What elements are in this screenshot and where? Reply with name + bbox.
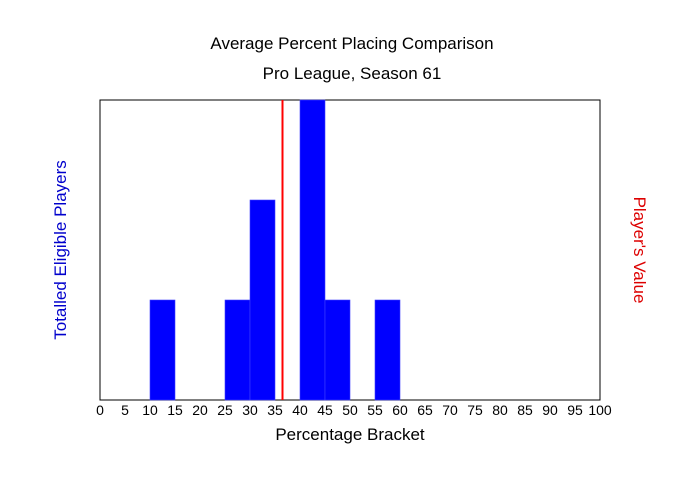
y-axis-label: Totalled Eligible Players	[51, 160, 70, 340]
histogram-bar	[324, 299, 351, 401]
x-tick-label: 80	[492, 402, 508, 418]
x-tick-label: 40	[292, 402, 308, 418]
chart-title: Average Percent Placing Comparison	[210, 34, 493, 53]
y2-axis-label: Player's Value	[630, 197, 649, 304]
x-tick-label: 25	[217, 402, 233, 418]
histogram-bar	[299, 99, 326, 401]
x-axis-label: Percentage Bracket	[275, 425, 425, 444]
histogram-bar	[249, 199, 276, 401]
x-tick-label: 55	[367, 402, 383, 418]
x-tick-label: 10	[142, 402, 158, 418]
histogram-bar	[224, 299, 251, 401]
x-tick-label: 0	[96, 402, 104, 418]
histogram-bar	[149, 299, 176, 401]
histogram-bar	[374, 299, 401, 401]
x-tick-label: 75	[467, 402, 483, 418]
x-tick-label: 95	[567, 402, 583, 418]
x-tick-label: 50	[342, 402, 358, 418]
chart-subtitle: Pro League, Season 61	[263, 64, 442, 83]
x-tick-label: 70	[442, 402, 458, 418]
x-tick-label: 85	[517, 402, 533, 418]
x-tick-label: 45	[317, 402, 333, 418]
x-tick-label: 5	[121, 402, 129, 418]
x-tick-label: 90	[542, 402, 558, 418]
x-tick-label: 30	[242, 402, 258, 418]
x-tick-label: 20	[192, 402, 208, 418]
x-tick-label: 15	[167, 402, 183, 418]
x-tick-label: 60	[392, 402, 408, 418]
x-tick-label: 100	[588, 402, 612, 418]
x-tick-label: 35	[267, 402, 283, 418]
x-tick-label: 65	[417, 402, 433, 418]
